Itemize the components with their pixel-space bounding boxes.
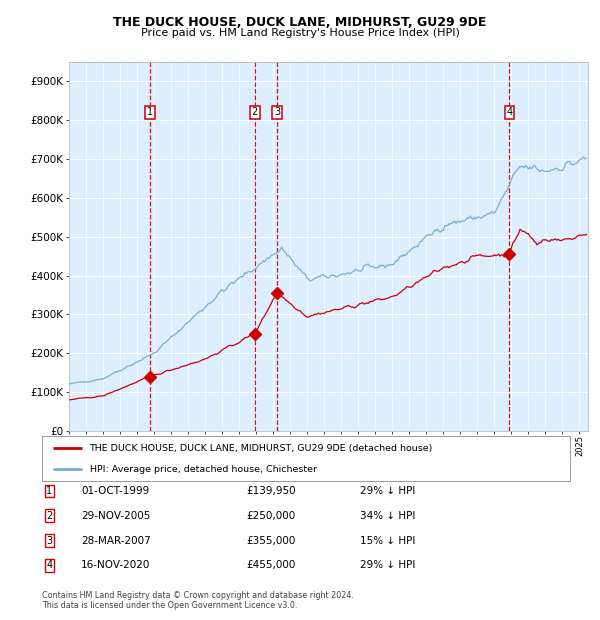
Text: 29-NOV-2005: 29-NOV-2005: [81, 511, 151, 521]
Text: Price paid vs. HM Land Registry's House Price Index (HPI): Price paid vs. HM Land Registry's House …: [140, 28, 460, 38]
Text: 4: 4: [506, 107, 512, 117]
Text: 29% ↓ HPI: 29% ↓ HPI: [360, 486, 415, 496]
Text: £139,950: £139,950: [246, 486, 296, 496]
Text: 2: 2: [46, 511, 52, 521]
Text: 34% ↓ HPI: 34% ↓ HPI: [360, 511, 415, 521]
Text: 16-NOV-2020: 16-NOV-2020: [81, 560, 151, 570]
Text: Contains HM Land Registry data © Crown copyright and database right 2024.: Contains HM Land Registry data © Crown c…: [42, 591, 354, 600]
Text: 01-OCT-1999: 01-OCT-1999: [81, 486, 149, 496]
Text: £250,000: £250,000: [246, 511, 295, 521]
Text: THE DUCK HOUSE, DUCK LANE, MIDHURST, GU29 9DE: THE DUCK HOUSE, DUCK LANE, MIDHURST, GU2…: [113, 16, 487, 29]
Text: HPI: Average price, detached house, Chichester: HPI: Average price, detached house, Chic…: [89, 465, 317, 474]
Text: 2: 2: [251, 107, 258, 117]
Text: £355,000: £355,000: [246, 536, 295, 546]
Text: THE DUCK HOUSE, DUCK LANE, MIDHURST, GU29 9DE (detached house): THE DUCK HOUSE, DUCK LANE, MIDHURST, GU2…: [89, 444, 433, 453]
Text: 1: 1: [46, 486, 52, 496]
Text: 29% ↓ HPI: 29% ↓ HPI: [360, 560, 415, 570]
Text: 3: 3: [274, 107, 280, 117]
Text: This data is licensed under the Open Government Licence v3.0.: This data is licensed under the Open Gov…: [42, 601, 298, 610]
Text: £455,000: £455,000: [246, 560, 295, 570]
Text: 15% ↓ HPI: 15% ↓ HPI: [360, 536, 415, 546]
Text: 28-MAR-2007: 28-MAR-2007: [81, 536, 151, 546]
Text: 4: 4: [46, 560, 52, 570]
Text: 1: 1: [147, 107, 153, 117]
Text: 3: 3: [46, 536, 52, 546]
